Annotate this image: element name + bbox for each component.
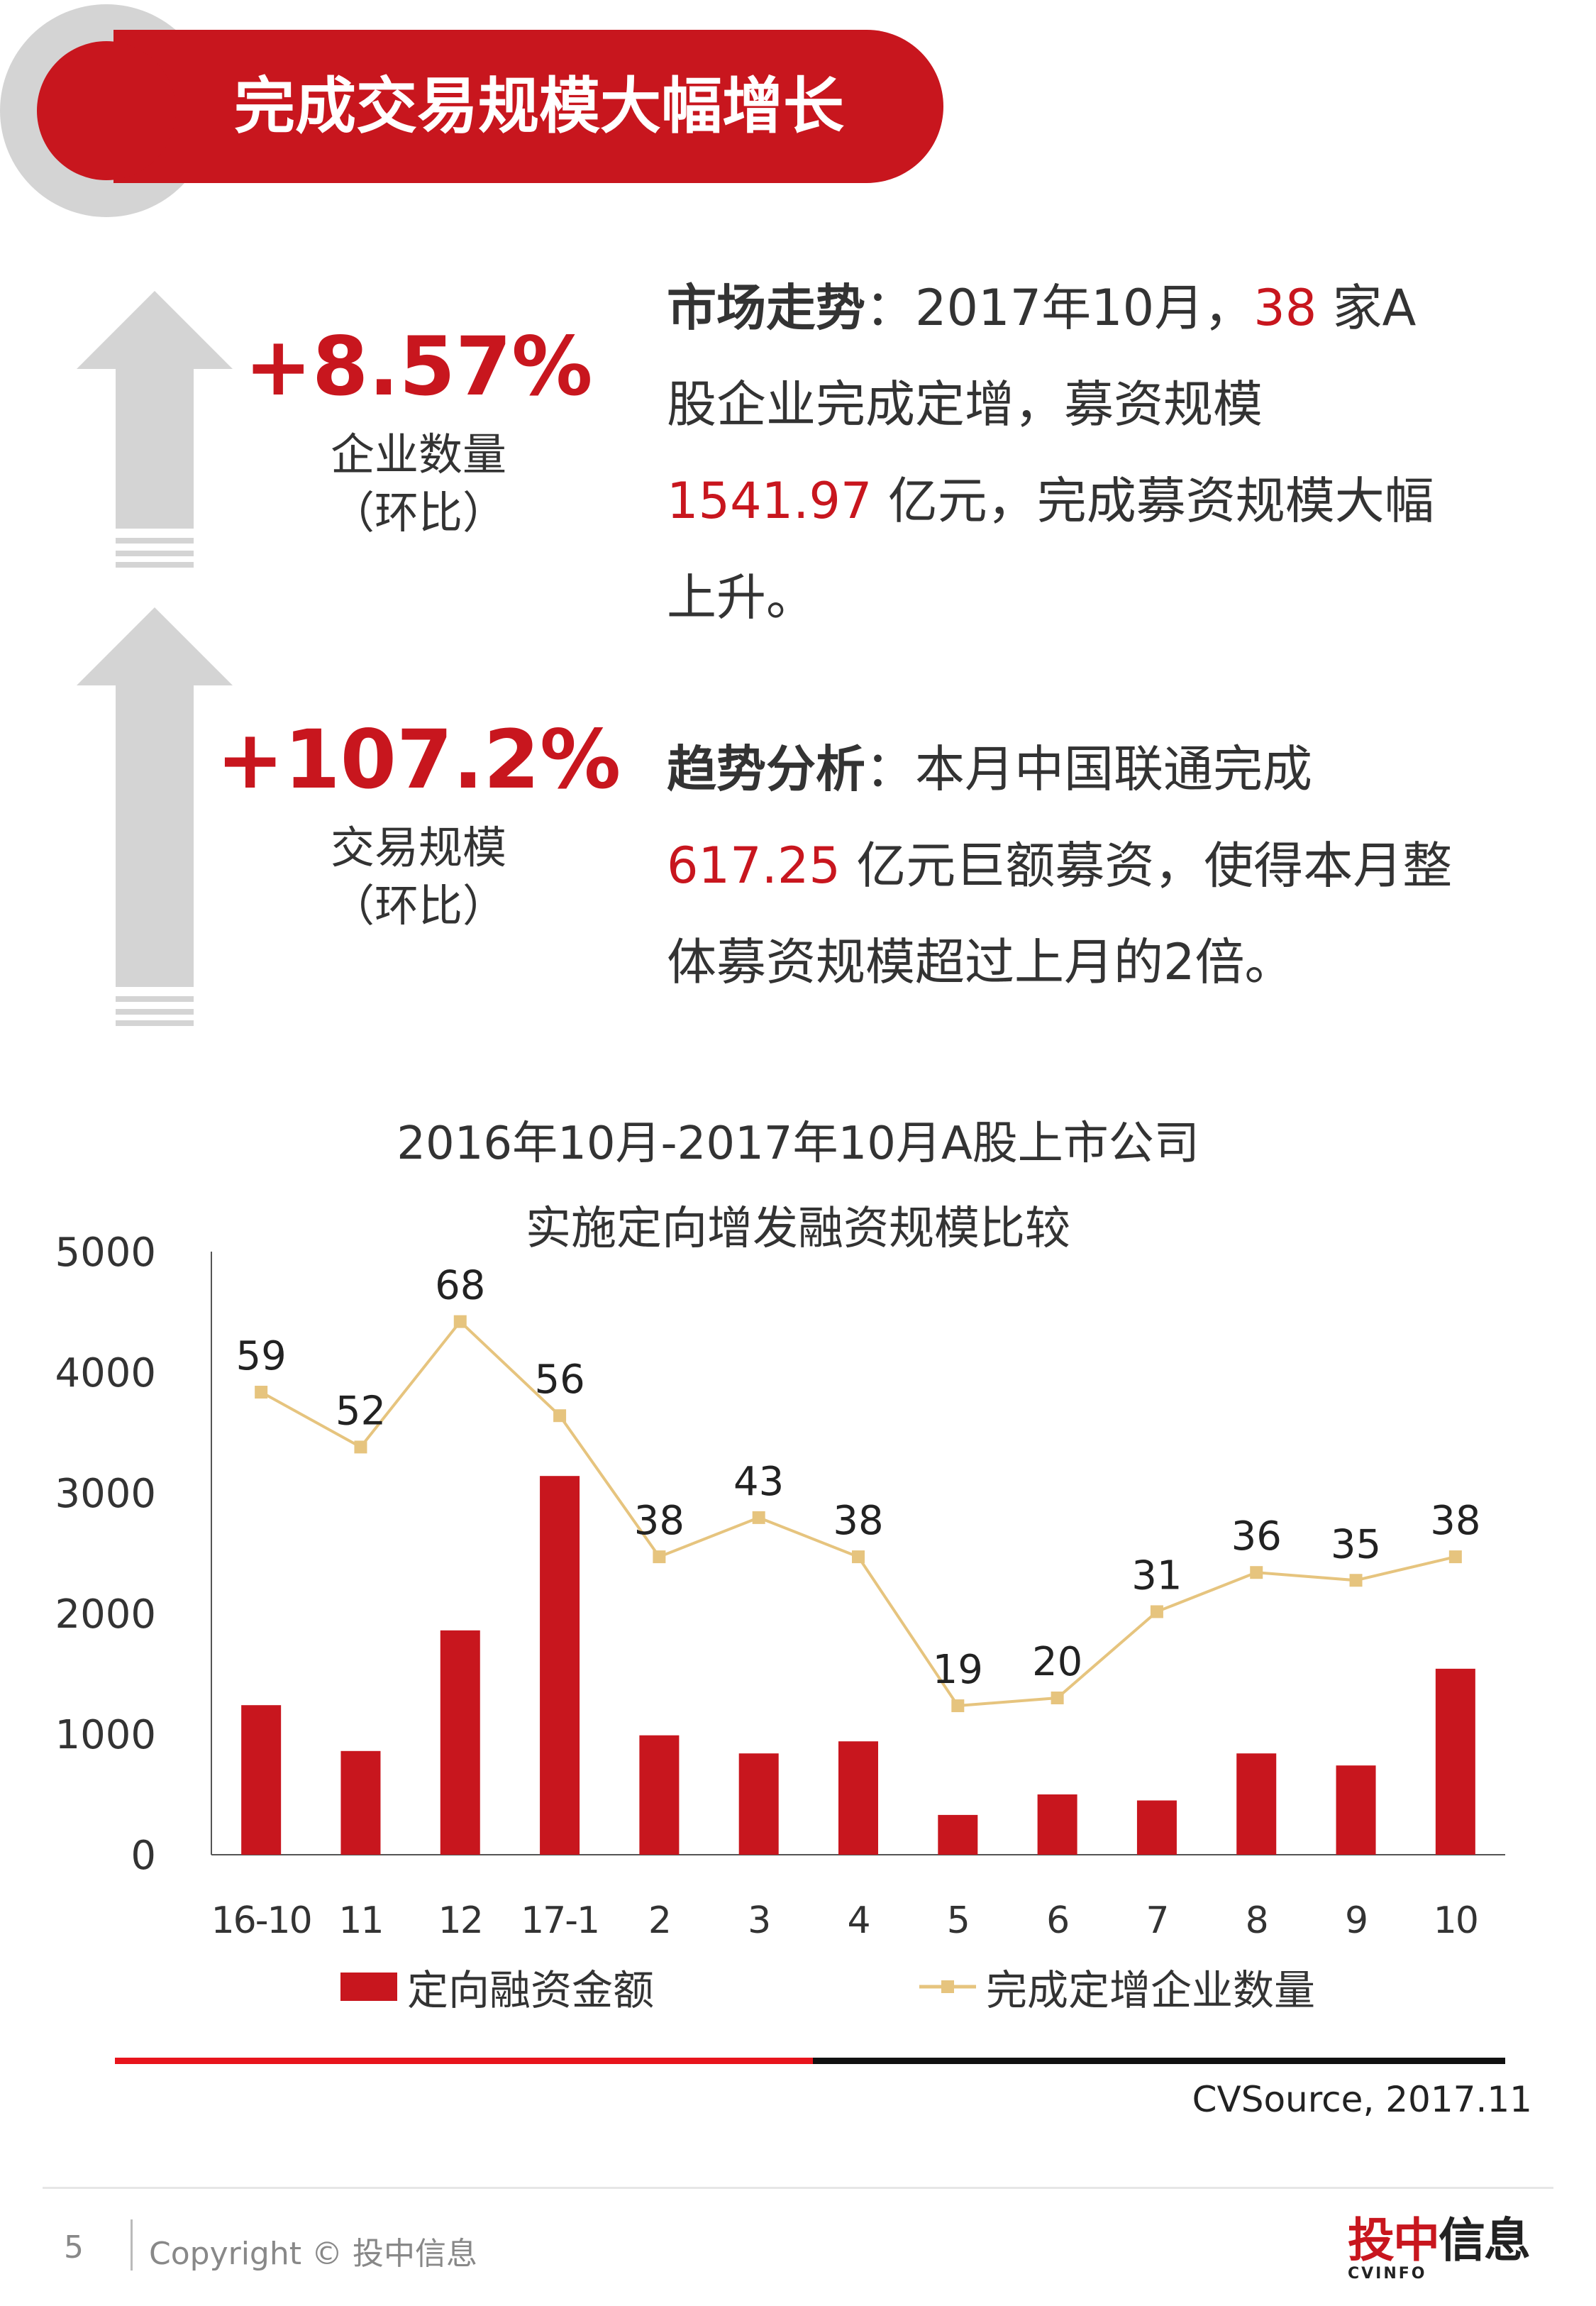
x-tick-label: 2 <box>648 1899 670 1942</box>
line-data-label: 38 <box>634 1498 685 1544</box>
line-point <box>255 1386 268 1399</box>
deal-size-change: +107.2% <box>216 712 621 807</box>
chart-subtitle: 实施定向增发融资规模比较 <box>526 1203 1070 1255</box>
x-tick-label: 10 <box>1434 1899 1478 1942</box>
footer-divider <box>43 2187 1553 2189</box>
company-count-sub: （环比） <box>330 487 506 539</box>
company-count-change: +8.57% <box>244 319 593 414</box>
line-point <box>354 1440 367 1454</box>
line-point <box>752 1511 765 1524</box>
deal-size-sub: （环比） <box>330 880 506 932</box>
separator-red <box>115 2058 813 2064</box>
line-data-label: 68 <box>435 1263 485 1309</box>
line-point <box>653 1550 666 1564</box>
separator-black <box>813 2058 1505 2064</box>
source-note: CVSource, 2017.11 <box>1192 2079 1532 2120</box>
chart-title: 2016年10月-2017年10月A股上市公司 <box>397 1118 1199 1170</box>
line-point <box>1349 1574 1363 1587</box>
line-data-label: 52 <box>336 1388 386 1434</box>
y-tick-label: 1000 <box>55 1712 156 1758</box>
up-arrow-icon <box>77 607 233 1026</box>
line-point <box>553 1409 567 1423</box>
x-tick-label: 3 <box>748 1899 770 1942</box>
line-data-label: 38 <box>1430 1498 1480 1544</box>
unicom-amount-value: 617.25 <box>667 837 841 895</box>
bar <box>1336 1765 1376 1855</box>
copyright: Copyright © 投中信息 <box>149 2236 477 2272</box>
x-tick-label: 7 <box>1146 1899 1168 1942</box>
y-tick-label: 0 <box>131 1833 156 1879</box>
bar <box>440 1630 480 1855</box>
y-tick-label: 3000 <box>55 1471 156 1517</box>
bar <box>738 1753 779 1855</box>
footer-separator <box>131 2219 133 2271</box>
x-tick-label: 6 <box>1046 1899 1068 1942</box>
page-title: 完成交易规模大幅增长 <box>234 71 844 142</box>
x-tick-label: 16-10 <box>211 1899 311 1942</box>
line-point <box>951 1699 965 1713</box>
legend-line-swatch <box>919 1980 976 1993</box>
y-tick-label: 5000 <box>55 1230 156 1276</box>
x-tick-label: 8 <box>1246 1899 1268 1942</box>
line-point <box>1448 1550 1462 1564</box>
bar <box>1236 1753 1277 1855</box>
x-tick-label: 12 <box>438 1899 482 1942</box>
line-data-label: 59 <box>236 1333 287 1379</box>
line-data-label: 38 <box>833 1498 883 1544</box>
x-tick-label: 17-1 <box>521 1899 599 1942</box>
bar <box>838 1741 878 1855</box>
bar <box>1136 1800 1177 1855</box>
line-point <box>1051 1692 1064 1704</box>
bar <box>540 1476 580 1855</box>
trend-analysis-paragraph: 趋势分析：本月中国联通完成617.25 亿元巨额募资，使得本月整体募资规模超过上… <box>667 740 1453 991</box>
x-tick-label: 5 <box>947 1899 969 1942</box>
trend-analysis-heading: 趋势分析 <box>667 740 865 798</box>
x-tick-label: 11 <box>338 1899 382 1942</box>
legend-bar: 定向融资金额 <box>340 1957 654 2017</box>
bar <box>241 1705 282 1855</box>
bar <box>340 1750 381 1855</box>
legend-line-label: 完成定增企业数量 <box>986 1966 1316 2014</box>
header-banner <box>113 30 943 183</box>
logo-sub: CVINFO <box>1348 2265 1427 2283</box>
logo-text-red: 投中 <box>1348 2213 1440 2268</box>
line-data-label: 56 <box>534 1357 584 1403</box>
page-number: 5 <box>64 2229 84 2266</box>
legend-line: 完成定增企业数量 <box>919 1957 1315 2017</box>
line-data-label: 20 <box>1032 1639 1082 1685</box>
line-point <box>1250 1566 1263 1579</box>
header-dot-decoration <box>37 41 176 180</box>
company-count-value: 38 <box>1253 279 1317 337</box>
bar <box>1435 1668 1475 1855</box>
bar <box>639 1735 680 1855</box>
logo-text-dark: 信息 <box>1439 2213 1531 2268</box>
bar <box>938 1814 978 1855</box>
line-point <box>852 1550 865 1564</box>
up-arrow-icon <box>77 291 233 568</box>
deal-size-label: 交易规模 <box>330 822 506 873</box>
y-tick-label: 2000 <box>55 1591 156 1638</box>
line-data-label: 31 <box>1131 1552 1182 1599</box>
bar <box>1037 1794 1077 1855</box>
line-point <box>453 1315 467 1328</box>
market-trend-heading: 市场走势 <box>667 279 865 337</box>
market-trend-paragraph: 市场走势：2017年10月，38 家A股企业完成定增，募资规模1541.97 亿… <box>667 279 1434 627</box>
legend-bar-label: 定向融资金额 <box>407 1966 655 2014</box>
raised-amount-value: 1541.97 <box>667 472 872 530</box>
legend-bar-swatch <box>340 1973 397 2001</box>
line-data-label: 35 <box>1331 1521 1381 1567</box>
company-logo: 投中信息 CVINFO <box>1348 2213 1531 2285</box>
line-data-label: 43 <box>733 1459 784 1505</box>
y-tick-label: 4000 <box>55 1350 156 1396</box>
company-count-label: 企业数量 <box>330 429 506 480</box>
line-point <box>1150 1605 1163 1618</box>
x-tick-label: 4 <box>847 1899 869 1942</box>
x-tick-label: 9 <box>1345 1899 1367 1942</box>
line-data-label: 36 <box>1231 1513 1282 1560</box>
line-data-label: 19 <box>933 1647 983 1693</box>
